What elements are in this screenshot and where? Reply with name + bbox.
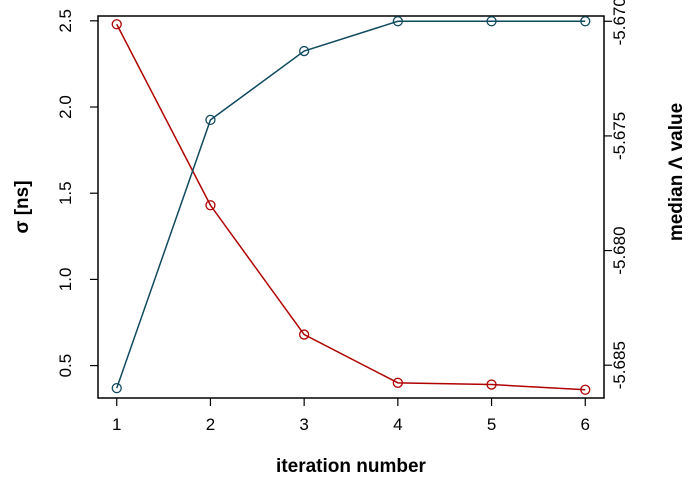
data-point-median-lambda bbox=[298, 45, 310, 57]
data-point-sigma bbox=[580, 384, 591, 395]
data-point-sigma bbox=[392, 377, 404, 388]
x-tick-label: 2 bbox=[206, 415, 215, 434]
series-layer bbox=[111, 16, 591, 395]
data-point-median-lambda bbox=[486, 16, 497, 27]
series-line-median-lambda bbox=[116, 20, 586, 389]
data-point-sigma bbox=[205, 200, 216, 211]
data-point-median-lambda bbox=[392, 16, 404, 27]
data-point-sigma bbox=[486, 379, 497, 390]
y-right-tick-label: -5.675 bbox=[610, 112, 629, 160]
x-axis: 1 2 3 4 5 6 bbox=[112, 398, 590, 434]
x-axis-title: iteration number bbox=[276, 456, 427, 477]
y-left-axis-title: σ [ns] bbox=[12, 180, 33, 233]
data-point-median-lambda bbox=[580, 16, 591, 27]
x-tick-label: 5 bbox=[487, 415, 496, 434]
x-tick-label: 4 bbox=[393, 415, 402, 434]
data-point-median-lambda bbox=[111, 382, 122, 394]
y-left-tick-label: 2.0 bbox=[56, 95, 75, 119]
y-right-tick-label: -5.685 bbox=[610, 341, 629, 389]
y-right-axis: -5.685 -5.680 -5.675 -5.670 bbox=[604, 0, 629, 389]
y-left-tick-label: 2.5 bbox=[56, 9, 75, 33]
y-right-tick-label: -5.670 bbox=[610, 0, 629, 45]
y-left-axis: 0.5 1.0 1.5 2.0 2.5 bbox=[56, 9, 98, 377]
x-tick-label: 1 bbox=[112, 415, 121, 434]
y-left-tick-label: 0.5 bbox=[56, 354, 75, 378]
y-right-axis-title: median Λ value bbox=[666, 103, 687, 241]
series-line-sigma bbox=[116, 23, 586, 391]
x-tick-label: 3 bbox=[299, 415, 308, 434]
y-left-tick-label: 1.0 bbox=[56, 268, 75, 292]
y-right-tick-label: -5.680 bbox=[610, 226, 629, 274]
data-point-sigma bbox=[298, 329, 310, 340]
data-point-sigma bbox=[111, 19, 122, 30]
data-point-median-lambda bbox=[205, 114, 216, 126]
x-tick-label: 6 bbox=[581, 415, 590, 434]
y-left-tick-label: 1.5 bbox=[56, 181, 75, 205]
plot-frame bbox=[97, 15, 605, 399]
